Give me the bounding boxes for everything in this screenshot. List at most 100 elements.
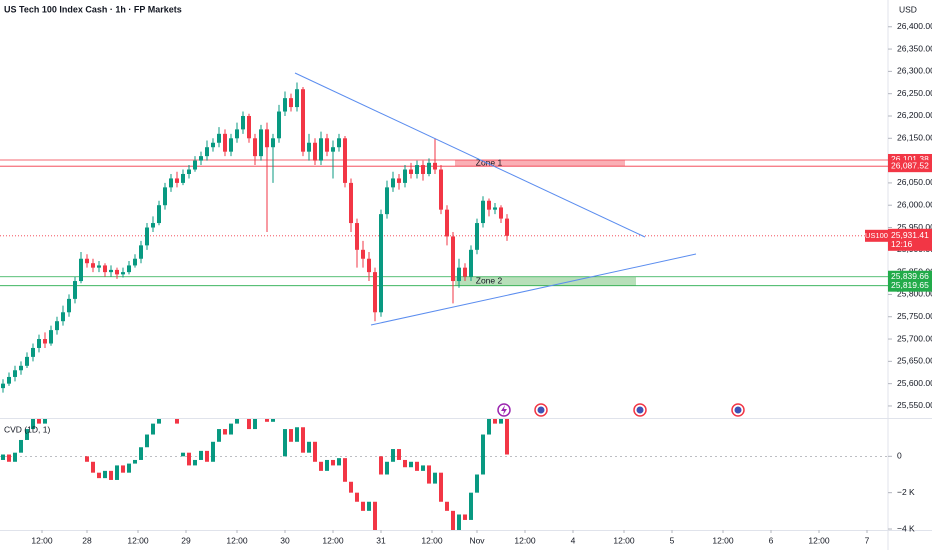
currency: USD — [899, 4, 917, 14]
candle-body — [397, 178, 401, 183]
candle-body — [217, 133, 221, 143]
candle-body — [151, 223, 155, 228]
candle-body — [415, 165, 419, 174]
candle-body — [205, 147, 209, 157]
cvd-bar — [427, 465, 431, 484]
cvd-bar — [229, 423, 233, 435]
candle-body — [289, 98, 293, 108]
x-tick-label: 7 — [865, 535, 870, 545]
candle-body — [229, 138, 233, 152]
cvd-bar — [469, 492, 473, 520]
cvd-bar — [175, 419, 179, 424]
cvd-bar — [325, 459, 329, 471]
candle-body — [457, 267, 461, 282]
candle-body — [37, 339, 41, 348]
y-tick-label: 25,700.00 — [897, 333, 932, 343]
y-tick-label: 0 — [897, 451, 902, 461]
candle-body — [7, 376, 11, 384]
candle-body — [223, 133, 227, 152]
x-tick-label: 4 — [571, 535, 576, 545]
axes: 26,400.00 26,350.00 26,300.00 26,250.00 26,2… — [31, 21, 932, 545]
event-icon-glyph — [734, 406, 742, 414]
candle-body — [421, 165, 425, 174]
y-tick-label: 26,200.00 — [897, 110, 932, 120]
candle-body — [313, 142, 317, 161]
cvd-bar — [1, 454, 5, 460]
cvd-bar — [361, 501, 365, 511]
cvd-bar — [253, 419, 257, 430]
x-tick-label: 28 — [82, 535, 92, 545]
cvd-bar — [247, 419, 251, 430]
candle-body — [283, 98, 287, 112]
y-tick-label: 26,300.00 — [897, 66, 932, 76]
chart-title: US Tech 100 Index Cash · 1h · FP Markets — [4, 4, 182, 14]
cvd-bar — [457, 514, 461, 530]
candle-body — [97, 265, 101, 268]
cvd-bar — [97, 472, 101, 479]
level-badge-label: 26,087.52 — [891, 160, 929, 170]
candle-body — [133, 258, 137, 266]
cvd-bar — [463, 514, 467, 520]
y-tick-label: 25,650.00 — [897, 356, 932, 366]
zone — [455, 276, 636, 286]
cvd-bar — [25, 429, 29, 440]
candle-body — [301, 89, 305, 152]
cvd-bar — [355, 492, 359, 502]
y-tick-label: 26,050.00 — [897, 177, 932, 187]
y-tick-label: 25,800.00 — [897, 289, 932, 299]
cvd-bar — [409, 461, 413, 468]
event-icon-glyph — [501, 405, 507, 415]
current-price-label: 25,931.41 — [891, 230, 929, 240]
cvd-bar — [481, 434, 485, 475]
x-tick-label: 30 — [280, 535, 290, 545]
candle-body — [157, 205, 161, 224]
cvd-bar — [31, 419, 35, 430]
candle-body — [115, 269, 119, 275]
cvd-bar — [313, 441, 317, 462]
candle-body — [343, 138, 347, 183]
x-tick-label: 12:00 — [421, 535, 443, 545]
candle-body — [259, 129, 263, 157]
cvd-bar — [433, 472, 437, 484]
candle-body — [61, 312, 65, 322]
y-tick-label: 25,750.00 — [897, 311, 932, 321]
cvd-bar — [139, 447, 143, 460]
candle-body — [277, 111, 281, 139]
cvd-bar — [7, 454, 11, 462]
candle-body — [463, 267, 467, 277]
candle-body — [25, 356, 29, 366]
candle-body — [445, 209, 449, 237]
trendline-upper — [294, 72, 646, 238]
y-tick-label: 26,400.00 — [897, 21, 932, 31]
candle-body — [391, 178, 395, 188]
candle-body — [307, 142, 311, 152]
candle-body — [193, 160, 197, 170]
candle-body — [337, 138, 341, 148]
cvd-bar — [127, 463, 131, 473]
candle-body — [403, 169, 407, 183]
cvd-bar — [451, 510, 455, 530]
cvd-bar — [109, 470, 113, 480]
cvd-bar — [205, 450, 209, 462]
cvd-bar — [13, 452, 17, 462]
cvd-bar — [403, 459, 407, 468]
candle-body — [409, 169, 413, 174]
cvd-bar — [211, 441, 215, 462]
candle-body — [79, 258, 83, 282]
cvd-bar — [217, 429, 221, 442]
candle-body — [427, 162, 431, 174]
cvd-bar — [373, 501, 377, 530]
candle-body — [361, 249, 365, 259]
candle-body — [475, 223, 479, 250]
x-tick-label: 12:00 — [322, 535, 344, 545]
candle-body — [241, 115, 245, 130]
candle-body — [235, 129, 239, 139]
symbol-badge — [865, 229, 888, 242]
cvd-bar — [307, 441, 311, 453]
level-badge-label: 25,819.65 — [891, 280, 929, 290]
zone-label: Zone 1 — [476, 157, 503, 167]
cvd-pane — [0, 419, 888, 530]
candle-body — [169, 178, 173, 188]
cvd-bar — [493, 419, 497, 424]
